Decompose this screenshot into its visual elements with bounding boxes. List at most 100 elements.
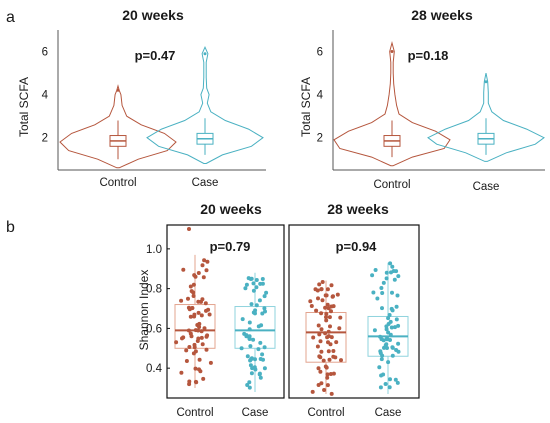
data-point xyxy=(196,271,201,275)
data-point xyxy=(249,371,254,376)
outlier-point xyxy=(484,80,488,84)
data-point xyxy=(323,364,328,369)
data-point xyxy=(396,323,401,328)
data-point xyxy=(327,357,332,362)
data-point xyxy=(247,334,252,339)
y-tick-label: 4 xyxy=(42,90,49,102)
data-point xyxy=(247,380,252,385)
data-point xyxy=(388,319,393,324)
violin-outline xyxy=(146,45,264,164)
data-point xyxy=(319,349,324,354)
y-tick-label: 1.0 xyxy=(146,244,162,256)
data-point xyxy=(254,285,259,290)
data-point xyxy=(186,296,190,301)
data-point xyxy=(325,372,330,377)
x-tick-label: Case xyxy=(242,407,269,419)
data-point xyxy=(379,357,384,362)
data-point xyxy=(324,312,329,316)
y-tick-label: 6 xyxy=(42,47,48,59)
data-point xyxy=(181,267,186,272)
data-point xyxy=(202,326,207,331)
data-point xyxy=(249,302,254,307)
outlier-point xyxy=(187,226,191,231)
data-point xyxy=(199,335,204,340)
box xyxy=(234,306,276,349)
data-point xyxy=(253,357,257,362)
violin-chart-28-weeks: 28 weeks p=0.18 Total SCFA 2 4 6 Control C… xyxy=(299,7,545,193)
data-point xyxy=(318,339,323,344)
data-point xyxy=(318,369,323,374)
data-point xyxy=(310,389,315,394)
y-tick-label: 4 xyxy=(317,90,324,102)
data-point xyxy=(260,352,265,357)
panel-b-label: b xyxy=(6,219,15,236)
data-point xyxy=(262,366,267,371)
y-tick-label: 0.6 xyxy=(146,323,162,335)
data-point xyxy=(335,292,340,297)
data-point xyxy=(317,282,322,287)
data-point xyxy=(196,336,201,341)
data-point xyxy=(192,273,197,278)
data-point xyxy=(204,334,209,339)
data-point xyxy=(262,306,267,311)
data-point xyxy=(390,308,395,313)
data-point xyxy=(314,308,319,313)
data-point xyxy=(387,313,392,317)
data-point xyxy=(384,327,389,332)
data-point xyxy=(264,290,269,295)
data-point xyxy=(329,335,334,340)
data-point xyxy=(328,372,333,376)
data-point xyxy=(337,326,342,331)
chart-title: 28 weeks xyxy=(411,7,473,23)
data-point xyxy=(318,355,323,360)
data-point xyxy=(251,310,256,315)
data-point xyxy=(262,294,267,299)
data-point xyxy=(381,338,386,343)
data-point xyxy=(324,315,328,320)
chart-title: 20 weeks xyxy=(122,7,184,23)
data-point xyxy=(330,294,335,299)
y-tick-label: 0.4 xyxy=(146,363,163,375)
data-point xyxy=(320,298,325,303)
data-point xyxy=(188,314,193,319)
y-tick-label: 2 xyxy=(317,133,323,145)
data-point xyxy=(388,338,392,342)
data-point xyxy=(331,349,336,353)
data-point xyxy=(396,341,401,346)
x-tick-label: Control xyxy=(307,407,344,419)
p-value-annotation: p=0.18 xyxy=(408,48,449,63)
data-point xyxy=(384,270,389,275)
data-point xyxy=(377,365,382,370)
data-point xyxy=(393,377,398,382)
data-point xyxy=(193,379,198,384)
outlier-point xyxy=(116,88,120,92)
data-point xyxy=(199,313,204,318)
data-point xyxy=(384,324,389,329)
data-point xyxy=(394,269,399,274)
data-point xyxy=(324,318,329,323)
data-point xyxy=(193,366,198,371)
data-point xyxy=(322,388,327,392)
box-chart-20-weeks: 20 weeks p=0.79 0.4 0.6 0.8 1.0 Control Cas… xyxy=(146,201,285,419)
data-point xyxy=(256,347,261,352)
data-point xyxy=(200,297,205,302)
data-point xyxy=(390,264,395,269)
data-point xyxy=(203,301,208,306)
data-point xyxy=(245,354,250,359)
x-tick-label: Control xyxy=(373,179,410,191)
data-point xyxy=(205,259,210,264)
violin-chart-20-weeks: 20 weeks p=0.47 Total SCFA 2 4 6 Control C… xyxy=(17,7,266,189)
y-tick-label: 6 xyxy=(317,47,323,59)
data-point xyxy=(189,334,194,339)
data-point xyxy=(325,287,330,292)
data-point xyxy=(316,296,320,301)
y-axis-label: Shannon Index xyxy=(137,270,151,351)
data-point xyxy=(260,311,265,316)
data-point xyxy=(379,286,384,290)
data-point xyxy=(381,372,386,377)
p-value-annotation: p=0.79 xyxy=(210,239,251,254)
data-point xyxy=(339,358,343,363)
data-point xyxy=(370,273,375,278)
x-tick-label: Control xyxy=(176,407,213,419)
